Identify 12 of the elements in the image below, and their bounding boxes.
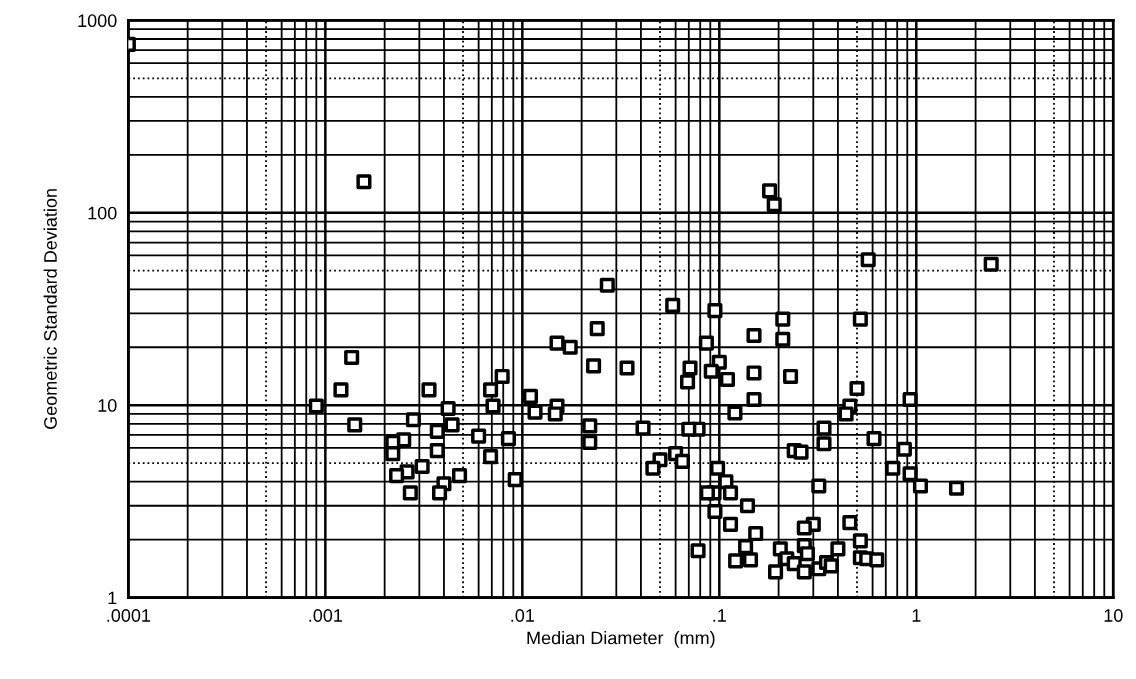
x-tick-label: .01	[511, 609, 534, 622]
x-tick-label: 1	[912, 609, 921, 622]
x-tick-label: .001	[309, 609, 343, 622]
x-axis-title: Median Diameter (mm)	[527, 631, 715, 648]
y-tick-label: 10	[98, 399, 117, 412]
y-axis-title: Geometric Standard Deviation	[43, 189, 57, 429]
x-tick-label: .0001	[107, 609, 151, 622]
x-tick-label: 10	[1104, 609, 1123, 622]
y-tick-label: 1	[108, 591, 117, 605]
x-tick-label: .1	[713, 609, 726, 622]
y-tick-label: 100	[88, 206, 117, 220]
y-tick-label: 1000	[78, 14, 117, 28]
